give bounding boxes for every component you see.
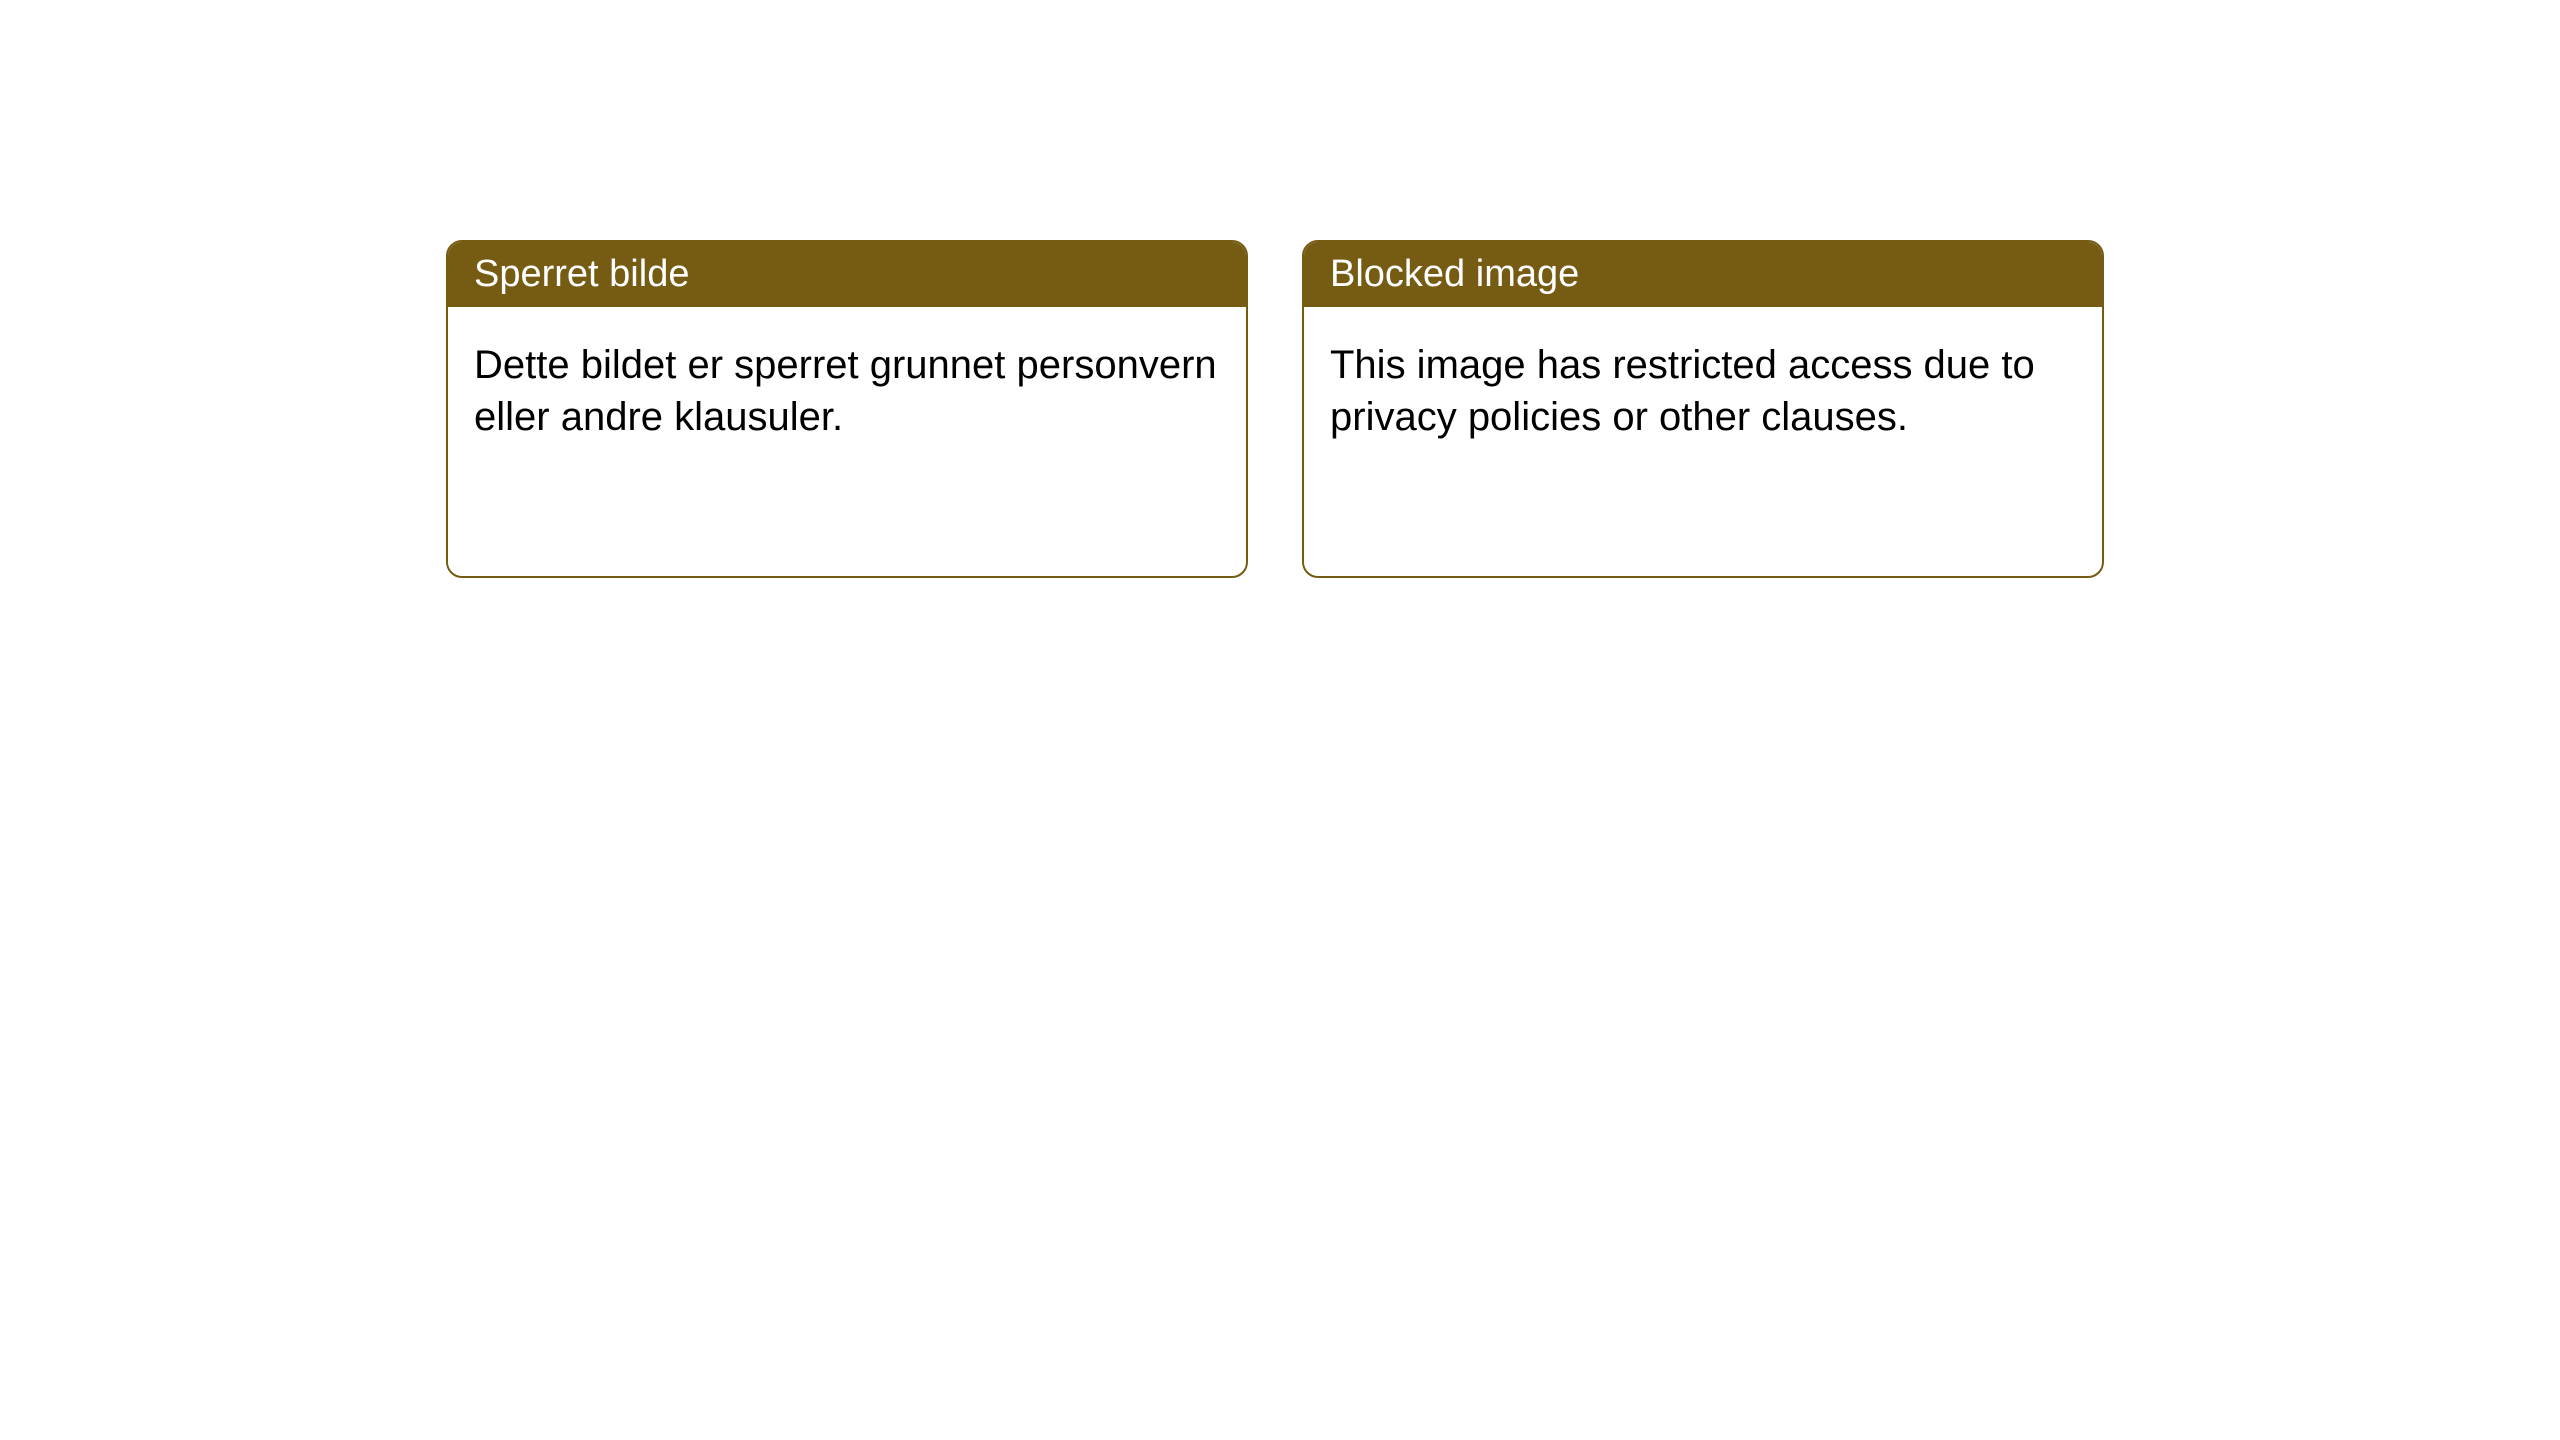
notice-title: Sperret bilde (448, 242, 1246, 307)
notice-body: Dette bildet er sperret grunnet personve… (448, 307, 1246, 475)
notice-card-norwegian: Sperret bilde Dette bildet er sperret gr… (446, 240, 1248, 578)
notice-body: This image has restricted access due to … (1304, 307, 2102, 475)
notice-title: Blocked image (1304, 242, 2102, 307)
notice-card-english: Blocked image This image has restricted … (1302, 240, 2104, 578)
notice-container: Sperret bilde Dette bildet er sperret gr… (0, 0, 2560, 578)
